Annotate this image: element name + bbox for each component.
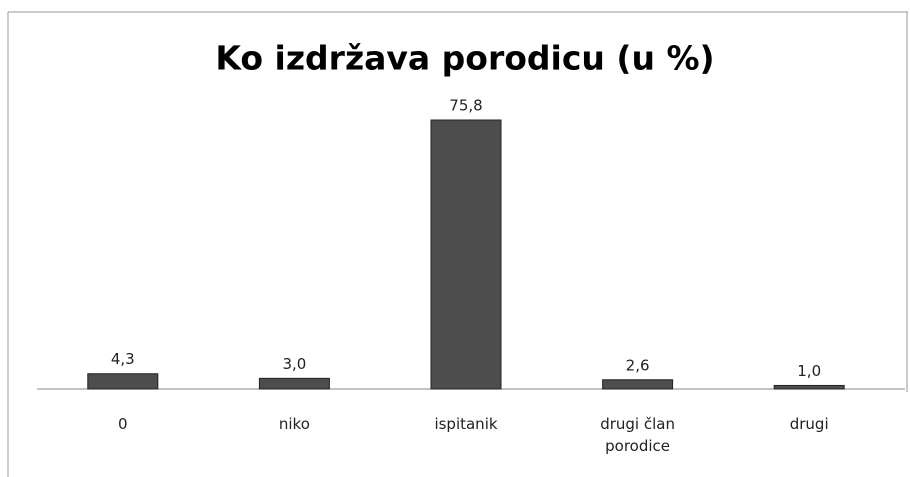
x-tick-label: drugi <box>789 415 829 433</box>
x-tick-label: ispitanik <box>434 415 498 433</box>
bar <box>87 373 159 390</box>
x-tick-label: drugi član porodice <box>600 415 675 455</box>
value-label: 4,3 <box>111 350 135 368</box>
bar <box>602 379 674 390</box>
bar <box>773 384 845 390</box>
value-label: 2,6 <box>626 356 650 374</box>
x-tick-label: 0 <box>118 415 128 433</box>
bar <box>258 377 330 390</box>
chart-title: Ko izdržava porodicu (u %) <box>215 39 714 78</box>
bar <box>430 119 502 390</box>
value-label: 3,0 <box>282 355 306 373</box>
x-tick-label: niko <box>278 415 310 433</box>
value-label: 75,8 <box>449 97 482 115</box>
value-label: 1,0 <box>797 362 821 380</box>
